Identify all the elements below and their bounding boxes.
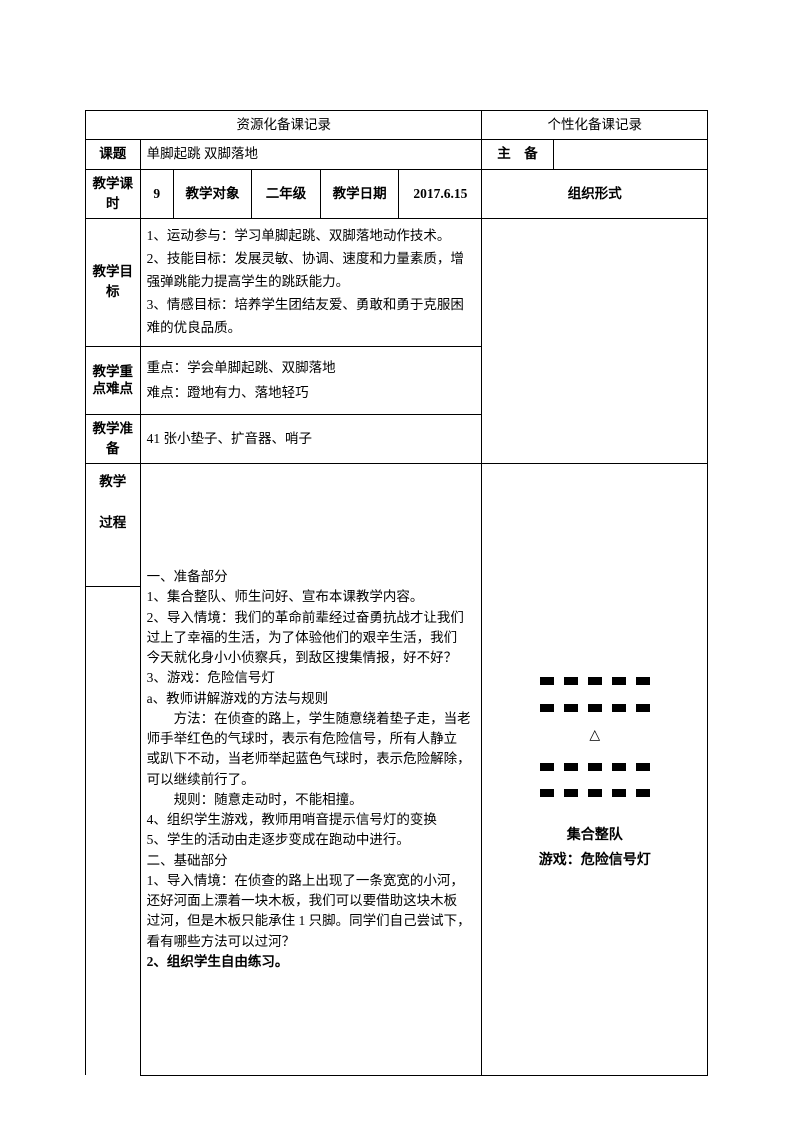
keypoints-label: 教学重点难点 <box>86 346 141 414</box>
keypoints-content: 重点：学会单脚起跳、双脚落地 难点：蹬地有力、落地轻巧 <box>140 346 482 414</box>
process-line: 1、导入情境：在侦查的路上出现了一条宽宽的小河， <box>147 871 476 891</box>
prep-section-label: 教学准备 <box>86 414 141 464</box>
period-label: 教学课时 <box>86 169 141 219</box>
topic-value: 单脚起跳 双脚落地 <box>140 140 482 169</box>
dot-row <box>488 693 701 719</box>
process-label-cell: 教学 过程 <box>86 464 141 587</box>
process-line: 3、游戏：危险信号灯 <box>147 668 476 688</box>
goals-label: 教学目标 <box>86 219 141 347</box>
prep-label: 主 备 <box>482 140 553 169</box>
date-value: 2017.6.15 <box>399 169 482 219</box>
target-value: 二年级 <box>252 169 321 219</box>
keypoint-line: 难点：蹬地有力、落地轻巧 <box>147 380 476 406</box>
process-line: 或趴下不动，当老师举起蓝色气球时，表示危险解除， <box>147 749 476 769</box>
date-label: 教学日期 <box>320 169 398 219</box>
process-line: a、教师讲解游戏的方法与规则 <box>147 689 476 709</box>
process-line: 过上了幸福的生活，为了体验他们的艰辛生活，我们 <box>147 628 476 648</box>
process-line-bold: 2、组织学生自由练习。 <box>147 952 476 972</box>
process-line: 过河，但是木板只能承住 1 只脚。同学们自己尝试下， <box>147 911 476 931</box>
goals-content: 1、运动参与：学习单脚起跳、双脚落地动作技术。 2、技能目标：发展灵敏、协调、速… <box>140 219 482 347</box>
goal-line: 3、情感目标：培养学生团结友爱、勇敢和勇于克服困难的优良品质。 <box>147 294 476 340</box>
process-line: 师手举红色的气球时，表示有危险信号，所有人静立 <box>147 729 476 749</box>
goal-line: 1、运动参与：学习单脚起跳、双脚落地动作技术。 <box>147 225 476 248</box>
prep-value <box>553 140 707 169</box>
process-line: 可以继续前行了。 <box>147 770 476 790</box>
dot-row <box>488 752 701 778</box>
page: 资源化备课记录 个性化备课记录 课题 单脚起跳 双脚落地 主 备 教学课时 9 … <box>0 0 793 1122</box>
right-upper-blank <box>482 219 708 464</box>
process-label-continuation <box>86 587 141 1076</box>
target-label: 教学对象 <box>173 169 251 219</box>
topic-label: 课题 <box>86 140 141 169</box>
goal-line: 2、技能目标：发展灵敏、协调、速度和力量素质，增强弹跳能力提高学生的跳跃能力。 <box>147 248 476 294</box>
process-line: 5、学生的活动由走逐步变成在跑动中进行。 <box>147 830 476 850</box>
prep-section-value: 41 张小垫子、扩音器、哨子 <box>140 414 482 464</box>
lesson-table: 资源化备课记录 个性化备课记录 课题 单脚起跳 双脚落地 主 备 教学课时 9 … <box>85 110 708 1076</box>
diagram-caption: 游戏：危险信号灯 <box>488 848 701 873</box>
left-title: 资源化备课记录 <box>86 111 482 140</box>
process-line: 方法：在侦查的路上，学生随意绕着垫子走，当老 <box>147 709 476 729</box>
process-line: 1、集合整队、师生问好、宣布本课教学内容。 <box>147 587 476 607</box>
right-title: 个性化备课记录 <box>482 111 708 140</box>
formation-diagram: △ 集合整队 游戏：危险信号灯 <box>488 666 701 873</box>
diagram-caption: 集合整队 <box>488 823 701 848</box>
dot-row <box>488 778 701 804</box>
diagram-cell: △ 集合整队 游戏：危险信号灯 <box>482 464 708 1076</box>
process-line: 今天就化身小小侦察兵，到敌区搜集情报，好不好？ <box>147 648 476 668</box>
process-label-bottom: 过程 <box>92 513 134 533</box>
process-line: 看有哪些方法可以过河？ <box>147 932 476 952</box>
process-label-top: 教学 <box>92 472 134 492</box>
keypoint-line: 重点：学会单脚起跳、双脚落地 <box>147 355 476 381</box>
process-line: 4、组织学生游戏，教师用哨音提示信号灯的变换 <box>147 810 476 830</box>
process-line: 还好河面上漂着一块木板，我们可以要借助这块木板 <box>147 891 476 911</box>
process-line: 二、基础部分 <box>147 851 476 871</box>
process-content: 一、准备部分 1、集合整队、师生问好、宣布本课教学内容。 2、导入情境：我们的革… <box>140 464 482 1076</box>
process-line: 2、导入情境：我们的革命前辈经过奋勇抗战才让我们 <box>147 608 476 628</box>
org-label: 组织形式 <box>482 169 708 219</box>
triangle-icon: △ <box>488 725 701 746</box>
process-line: 一、准备部分 <box>147 567 476 587</box>
period-value: 9 <box>140 169 173 219</box>
dot-row <box>488 666 701 692</box>
process-line: 规则：随意走动时，不能相撞。 <box>147 790 476 810</box>
